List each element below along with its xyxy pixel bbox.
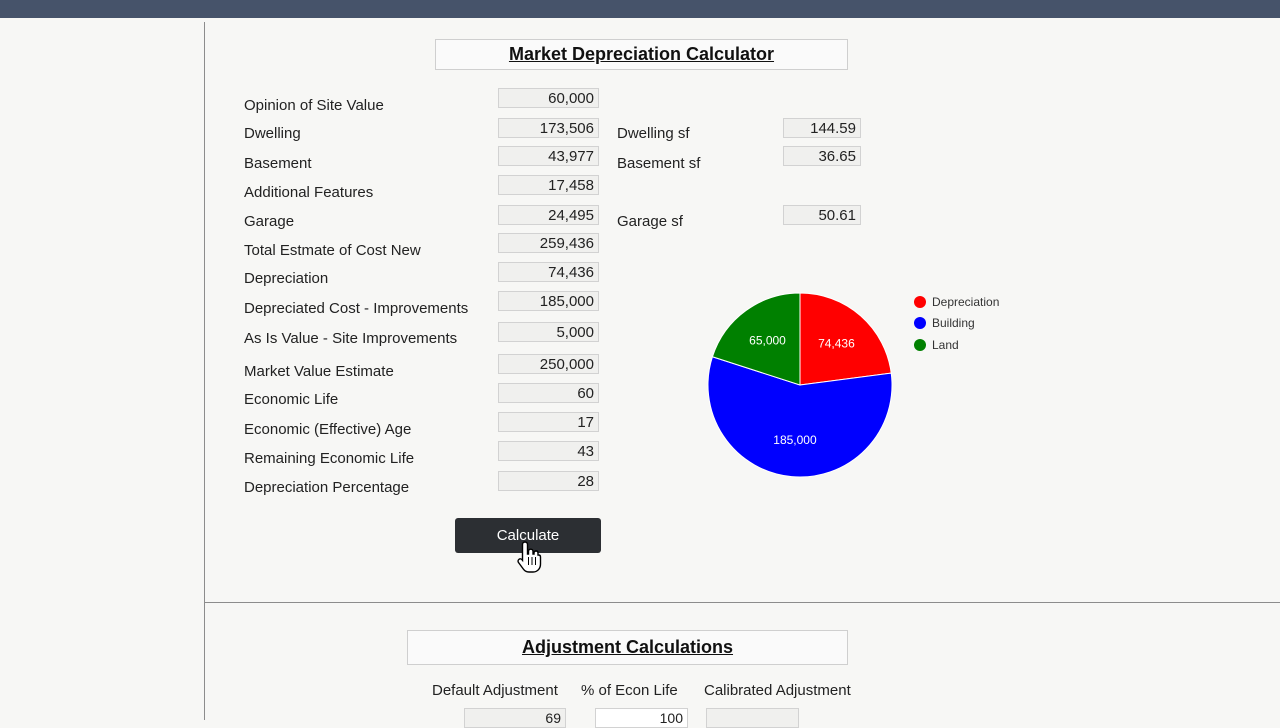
label-site-value: Opinion of Site Value [244, 97, 384, 114]
label-market-value: Market Value Estimate [244, 363, 394, 380]
label-depreciation: Depreciation [244, 270, 329, 287]
legend-label-building: Building [932, 316, 975, 331]
field-dwelling-sf[interactable]: 144.59 [783, 118, 861, 138]
value-pie-chart: 74,436 185,000 65,000 [707, 292, 893, 478]
pie-label-building: 185,000 [773, 433, 817, 447]
top-bar [0, 0, 1280, 18]
calculator-title: Market Depreciation Calculator [435, 39, 848, 70]
label-site-improvements: As Is Value - Site Improvements [244, 330, 458, 347]
legend-item-land: Land [914, 334, 999, 356]
label-garage-sf: Garage sf [617, 213, 683, 230]
pie-label-land: 65,000 [749, 333, 786, 347]
pie-slice-depreciation [799, 292, 892, 386]
legend-dot-building [914, 317, 926, 330]
section-divider [204, 602, 1280, 603]
field-effective-age[interactable]: 17 [498, 412, 599, 432]
field-remaining-life[interactable]: 43 [498, 441, 599, 461]
field-depreciation-percentage[interactable]: 28 [498, 471, 599, 491]
label-remaining-life: Remaining Economic Life [244, 450, 415, 467]
field-basement-sf[interactable]: 36.65 [783, 146, 861, 166]
field-depreciation[interactable]: 74,436 [498, 262, 599, 282]
field-total-cost-new[interactable]: 259,436 [498, 233, 599, 253]
label-depreciated-cost: Depreciated Cost - Improvements [244, 300, 469, 317]
header-calibrated-adjustment: Calibrated Adjustment [704, 682, 851, 699]
field-site-value[interactable]: 60,000 [498, 88, 599, 108]
label-effective-age: Economic (Effective) Age [244, 421, 412, 438]
field-site-improvements[interactable]: 5,000 [498, 322, 599, 342]
pie-slice-building [707, 356, 893, 478]
field-garage-sf[interactable]: 50.61 [783, 205, 861, 225]
field-depreciated-cost[interactable]: 185,000 [498, 291, 599, 311]
label-dwelling-sf: Dwelling sf [617, 125, 690, 142]
field-economic-life[interactable]: 60 [498, 383, 599, 403]
label-total-cost-new: Total Estmate of Cost New [244, 242, 421, 259]
header-default-adjustment: Default Adjustment [432, 682, 558, 699]
legend-dot-land [914, 338, 926, 351]
adjustments-title: Adjustment Calculations [407, 630, 848, 665]
label-basement-sf: Basement sf [617, 155, 701, 172]
label-garage: Garage [244, 213, 295, 230]
legend-item-building: Building [914, 313, 999, 335]
field-basement[interactable]: 43,977 [498, 146, 599, 166]
label-basement: Basement [244, 155, 312, 172]
field-additional-features[interactable]: 17,458 [498, 175, 599, 195]
header-econ-life: % of Econ Life [581, 682, 678, 699]
pie-slice-land [711, 292, 801, 386]
field-garage[interactable]: 24,495 [498, 205, 599, 225]
legend-label-land: Land [932, 337, 959, 352]
field-calibrated-adjustment[interactable] [706, 708, 799, 728]
field-default-adjustment[interactable]: 69 [464, 708, 566, 728]
field-market-value[interactable]: 250,000 [498, 354, 599, 374]
label-dwelling: Dwelling [244, 125, 301, 142]
left-divider [204, 22, 205, 720]
legend-item-depreciation: Depreciation [914, 291, 999, 313]
legend-dot-depreciation [914, 295, 926, 308]
pie-legend: Depreciation Building Land [914, 291, 999, 356]
legend-label-depreciation: Depreciation [932, 294, 1000, 309]
label-additional-features: Additional Features [244, 184, 374, 201]
field-econ-life[interactable]: 100 [595, 708, 688, 728]
field-dwelling[interactable]: 173,506 [498, 118, 599, 138]
label-depreciation-percentage: Depreciation Percentage [244, 479, 410, 496]
pie-label-depreciation: 74,436 [818, 337, 855, 351]
hand-cursor-icon [517, 541, 542, 573]
label-economic-life: Economic Life [244, 391, 339, 408]
